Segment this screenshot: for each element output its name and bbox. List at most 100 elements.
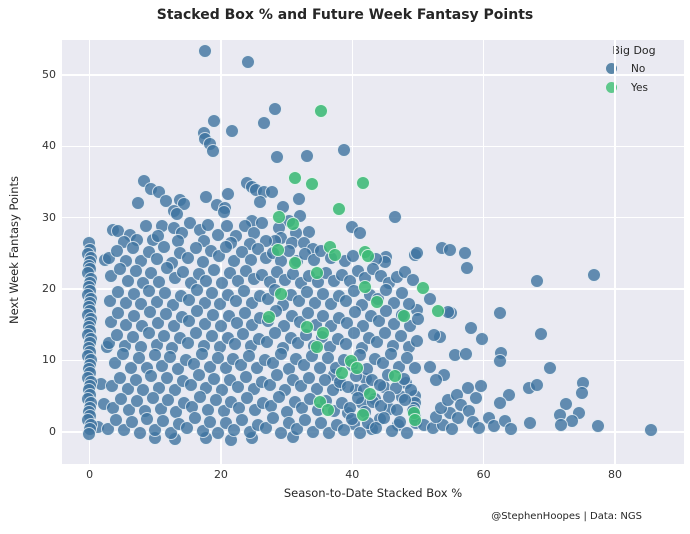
data-point-no [337, 142, 352, 157]
data-point-no [116, 347, 131, 362]
y-tick-label: 0 [49, 424, 56, 438]
data-point-no [160, 371, 175, 386]
data-point-no [225, 124, 240, 139]
data-point-no [111, 306, 126, 321]
gridline-y [62, 74, 684, 76]
data-point-yes [316, 326, 331, 341]
data-point-no [428, 373, 443, 388]
data-point-no [188, 241, 203, 256]
data-point-yes [309, 266, 324, 281]
data-point-no [475, 332, 490, 347]
data-point-no [378, 325, 393, 340]
data-point-no [269, 150, 284, 165]
data-point-no [210, 350, 225, 365]
legend-swatch-icon [606, 82, 617, 93]
data-point-no [207, 113, 222, 128]
data-point-no [300, 306, 315, 321]
data-point-no [181, 292, 196, 307]
data-point-no [208, 393, 223, 408]
legend-swatch-icon [606, 63, 617, 74]
data-point-no [175, 264, 190, 279]
data-point-no [529, 274, 544, 289]
y-tick-label: 50 [42, 67, 56, 81]
data-point-no [353, 426, 368, 441]
data-point-no [110, 284, 125, 299]
gridline-x [483, 40, 485, 464]
x-tick-label: 0 [86, 468, 94, 481]
data-point-no [423, 292, 438, 307]
data-point-no [110, 327, 125, 342]
data-point-no [229, 294, 244, 309]
data-point-no [132, 425, 147, 440]
x-tick-label: 80 [608, 468, 623, 481]
data-point-no [274, 426, 289, 441]
data-point-no [402, 297, 417, 312]
data-point-no [191, 368, 206, 383]
data-point-no [149, 252, 164, 267]
x-tick-label: 60 [476, 468, 491, 481]
data-point-yes [274, 287, 289, 302]
data-point-no [81, 427, 96, 442]
x-tick-label: 20 [213, 468, 228, 481]
data-point-no [205, 286, 220, 301]
data-point-no [409, 333, 424, 348]
data-point-no [409, 246, 424, 261]
data-point-no [128, 264, 143, 279]
data-point-no [338, 337, 353, 352]
data-point-no [157, 328, 172, 343]
data-point-yes [369, 294, 384, 309]
data-point-yes [299, 319, 314, 334]
data-point-no [203, 414, 218, 429]
data-point-no [463, 320, 478, 335]
data-point-no [169, 207, 184, 222]
data-point-yes [356, 176, 371, 191]
data-point-no [219, 240, 234, 254]
data-point-no [161, 392, 176, 407]
data-point-no [503, 422, 518, 437]
data-point-yes [328, 247, 343, 262]
data-point-no [266, 411, 281, 426]
data-point-no [179, 421, 194, 436]
gridline-x [614, 40, 616, 464]
y-tick-label: 40 [42, 139, 56, 153]
data-point-no [559, 397, 574, 412]
legend-item: Yes [596, 78, 672, 97]
data-point-no [140, 412, 155, 427]
data-point-yes [363, 387, 378, 402]
data-point-no [240, 55, 255, 70]
data-point-yes [331, 202, 346, 217]
data-point-yes [356, 408, 371, 423]
data-point-no [238, 369, 253, 384]
legend-item: No [596, 59, 672, 78]
data-point-yes [313, 103, 328, 118]
data-point-no [554, 418, 569, 433]
data-point-yes [431, 303, 446, 318]
data-point-no [493, 305, 508, 320]
y-tick-label: 30 [42, 210, 56, 224]
data-point-no [644, 422, 659, 437]
data-point-no [255, 215, 270, 230]
data-point-no [422, 359, 437, 374]
y-axis-label: Next Week Fantasy Points [7, 175, 21, 325]
attribution: @StephenHoopes | Data: NGS [491, 511, 642, 522]
data-point-no [204, 329, 219, 344]
y-tick-label: 10 [42, 353, 56, 367]
data-point-no [273, 347, 288, 362]
data-point-yes [309, 339, 324, 354]
data-point-yes [304, 177, 319, 192]
legend-item-label: No [631, 62, 646, 75]
data-point-yes [388, 369, 402, 384]
data-point-no [145, 390, 160, 405]
data-point-no [533, 327, 548, 342]
data-point-no [207, 372, 222, 387]
chart-title: Stacked Box % and Future Week Fantasy Po… [156, 7, 534, 23]
data-point-no [207, 262, 222, 277]
data-point-no [379, 304, 394, 319]
data-point-no [199, 190, 214, 205]
data-point-no [353, 225, 368, 240]
x-axis-label: Season-to-Date Stacked Box % [283, 486, 463, 500]
data-point-no [234, 412, 249, 427]
data-point-no [376, 411, 391, 426]
data-point-yes [349, 361, 364, 376]
data-point-no [112, 262, 127, 277]
